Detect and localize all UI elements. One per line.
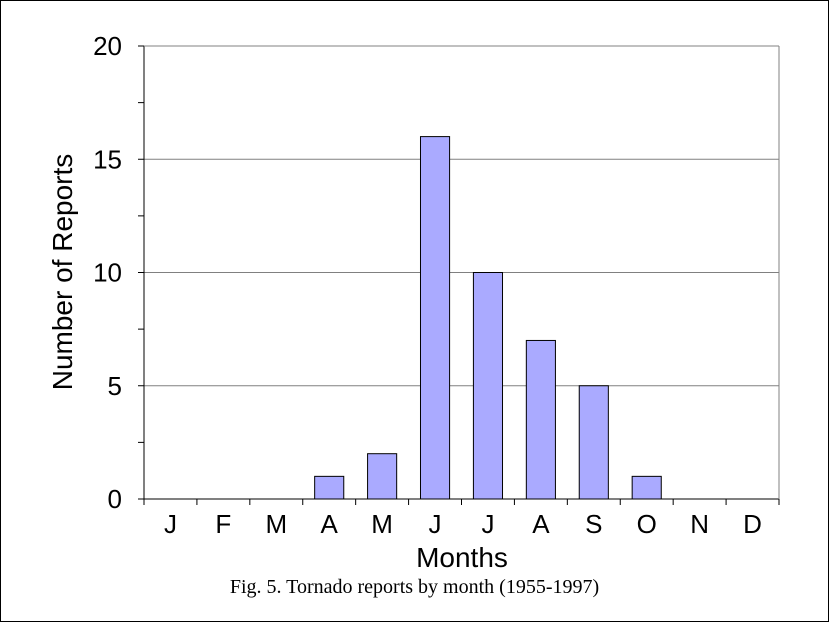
bar-4 <box>314 475 345 500</box>
x-tick-label: F <box>215 509 231 539</box>
bars <box>314 136 662 500</box>
y-tick-label: 15 <box>93 144 122 174</box>
bar-8 <box>525 339 556 500</box>
figure-caption: Fig. 5. Tornado reports by month (1955-1… <box>229 576 600 598</box>
x-tick-label: O <box>637 509 657 539</box>
x-axis-title: Months <box>416 542 508 573</box>
x-tick-label: M <box>371 509 393 539</box>
x-tick-label: J <box>481 509 494 539</box>
x-tick-label: N <box>690 509 709 539</box>
bar-5 <box>367 453 398 500</box>
y-tick-label: 0 <box>108 484 122 514</box>
bar-7 <box>472 272 504 500</box>
y-tick-label: 5 <box>108 371 122 401</box>
x-tick-label: J <box>164 509 177 539</box>
x-tick-label: A <box>321 509 339 539</box>
x-tick-label: J <box>429 509 442 539</box>
y-tick-label: 10 <box>93 258 122 288</box>
axes <box>138 45 780 505</box>
bar-9 <box>578 385 609 500</box>
gridlines <box>144 45 779 387</box>
x-tick-label: A <box>532 509 550 539</box>
y-tick-labels: 0 5 10 15 20 <box>93 31 122 514</box>
y-tick-label: 20 <box>93 31 122 61</box>
bar-6 <box>419 136 451 500</box>
x-tick-label: M <box>265 509 287 539</box>
x-tick-label: D <box>743 509 762 539</box>
x-tick-label: S <box>585 509 602 539</box>
bar-10 <box>631 475 662 500</box>
y-axis-title: Number of Reports <box>47 154 78 391</box>
